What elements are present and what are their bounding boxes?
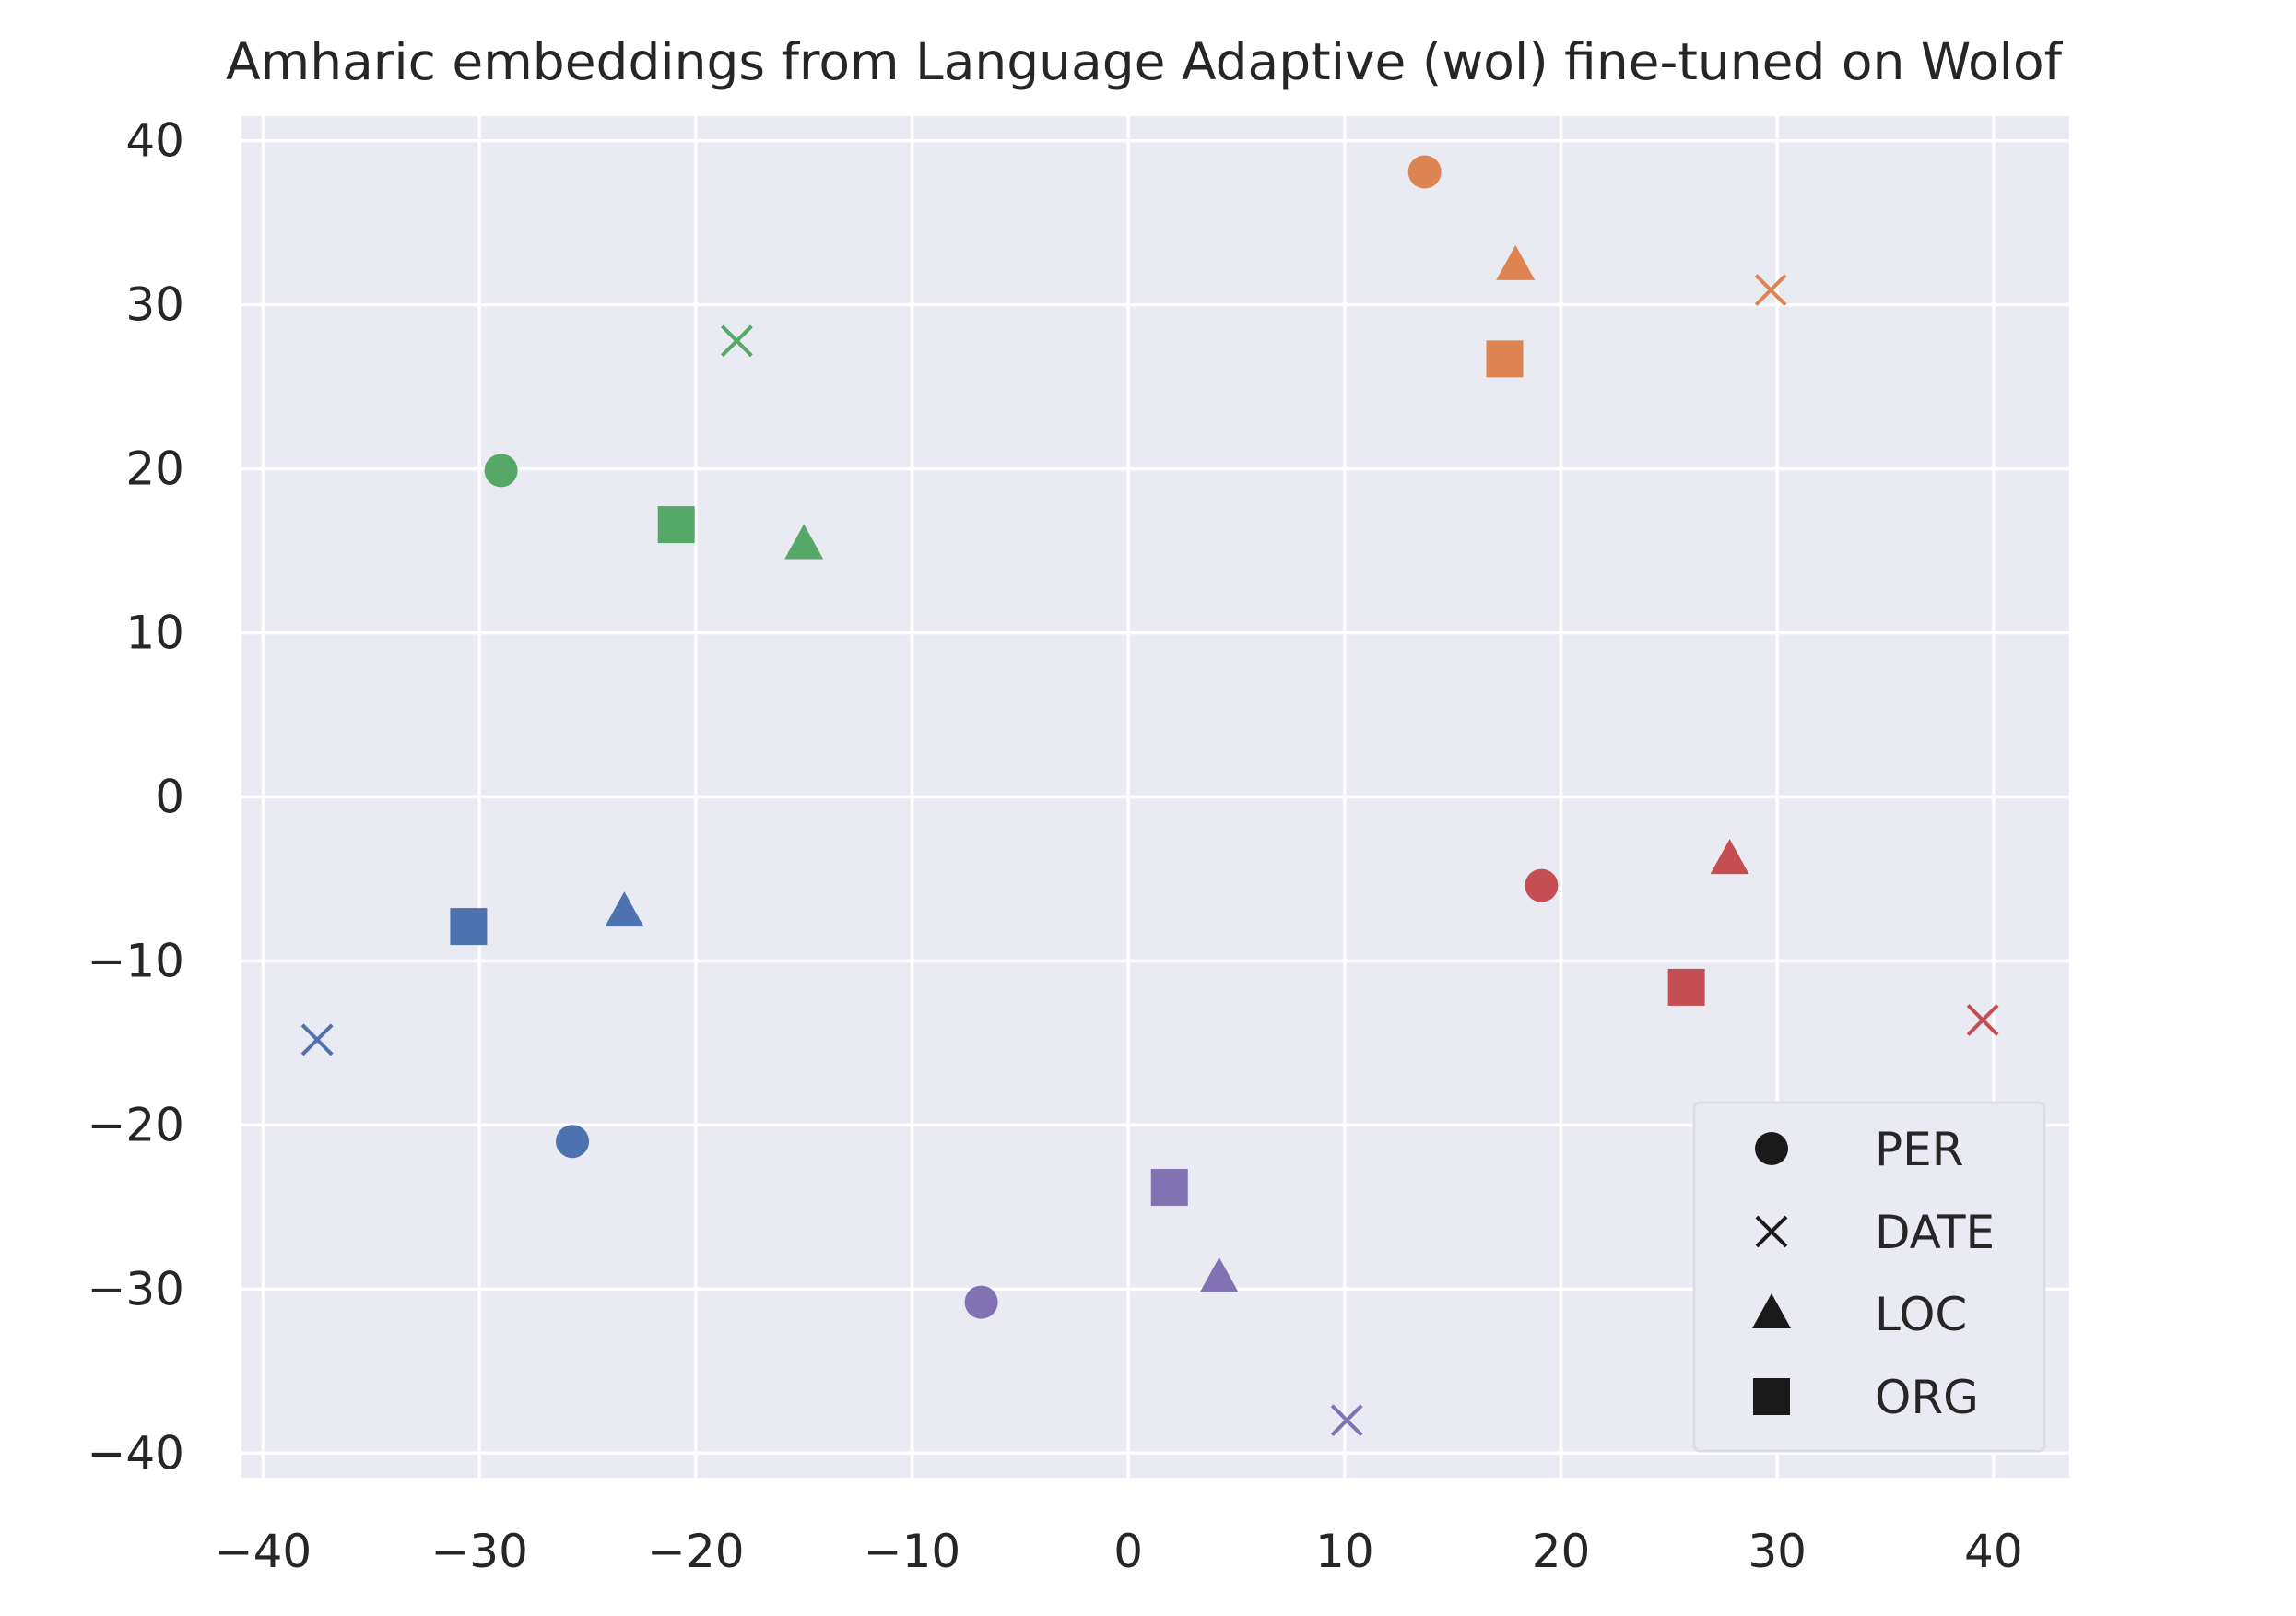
x-tick-label: 20 — [1532, 1525, 1591, 1578]
x-tick-label: 40 — [1964, 1525, 2023, 1578]
data-point-square — [1486, 340, 1524, 378]
data-point-x — [1330, 1404, 1363, 1437]
data-point-circle — [556, 1125, 590, 1159]
data-point-circle — [1407, 155, 1442, 189]
data-point-circle — [484, 454, 518, 488]
data-point-triangle — [1710, 839, 1749, 875]
data-point-triangle — [784, 524, 824, 560]
y-tick-label: 0 — [155, 771, 184, 824]
data-point-square — [1150, 1169, 1188, 1207]
legend: PER DATE LOC ORG — [1692, 1101, 2046, 1453]
data-point-circle — [964, 1285, 998, 1319]
y-tick-label: −20 — [87, 1098, 184, 1151]
legend-marker-x — [1755, 1215, 1788, 1248]
legend-label: ORG — [1875, 1371, 1979, 1424]
data-point-x — [300, 1023, 334, 1056]
data-point-square — [657, 506, 695, 544]
y-tick-label: 40 — [125, 114, 184, 168]
x-tick-label: −30 — [430, 1525, 528, 1578]
legend-marker-triangle — [1752, 1293, 1791, 1328]
x-tick-label: −40 — [215, 1525, 312, 1578]
axis-tick-labels: −40 −30 −20 −10 0 10 20 30 40 −40 −30 −20 −10 0 10 20 30… — [87, 114, 2022, 1578]
y-tick-label: −30 — [87, 1262, 184, 1315]
x-tick-label: 30 — [1748, 1525, 1807, 1578]
data-point-triangle — [605, 891, 644, 927]
data-point-x — [1966, 1004, 1999, 1036]
data-point-x — [1754, 274, 1787, 307]
legend-label: PER — [1875, 1123, 1963, 1176]
data-point-triangle — [1496, 244, 1536, 280]
legend-marker-square — [1753, 1378, 1790, 1415]
y-tick-label: 10 — [125, 607, 184, 660]
legend-box — [1692, 1101, 2046, 1453]
data-point-circle — [1525, 868, 1559, 902]
legend-label: DATE — [1875, 1206, 1995, 1259]
y-tick-label: −40 — [87, 1426, 184, 1480]
data-point-square — [1667, 968, 1705, 1006]
legend-label: LOC — [1875, 1288, 1967, 1341]
data-point-triangle — [1199, 1256, 1239, 1292]
x-tick-label: −10 — [864, 1525, 961, 1578]
data-point-x — [720, 324, 753, 358]
chart-title: Amharic embeddings from Language Adaptiv… — [226, 32, 2064, 91]
x-tick-label: −20 — [647, 1525, 745, 1578]
data-point-square — [450, 908, 488, 946]
x-tick-label: 0 — [1113, 1525, 1143, 1578]
y-tick-label: 30 — [125, 278, 184, 332]
legend-marker-circle — [1755, 1132, 1788, 1165]
y-tick-label: −10 — [87, 934, 184, 987]
x-tick-label: 10 — [1315, 1525, 1374, 1578]
data-points — [300, 155, 1999, 1437]
y-tick-label: 20 — [125, 442, 184, 496]
